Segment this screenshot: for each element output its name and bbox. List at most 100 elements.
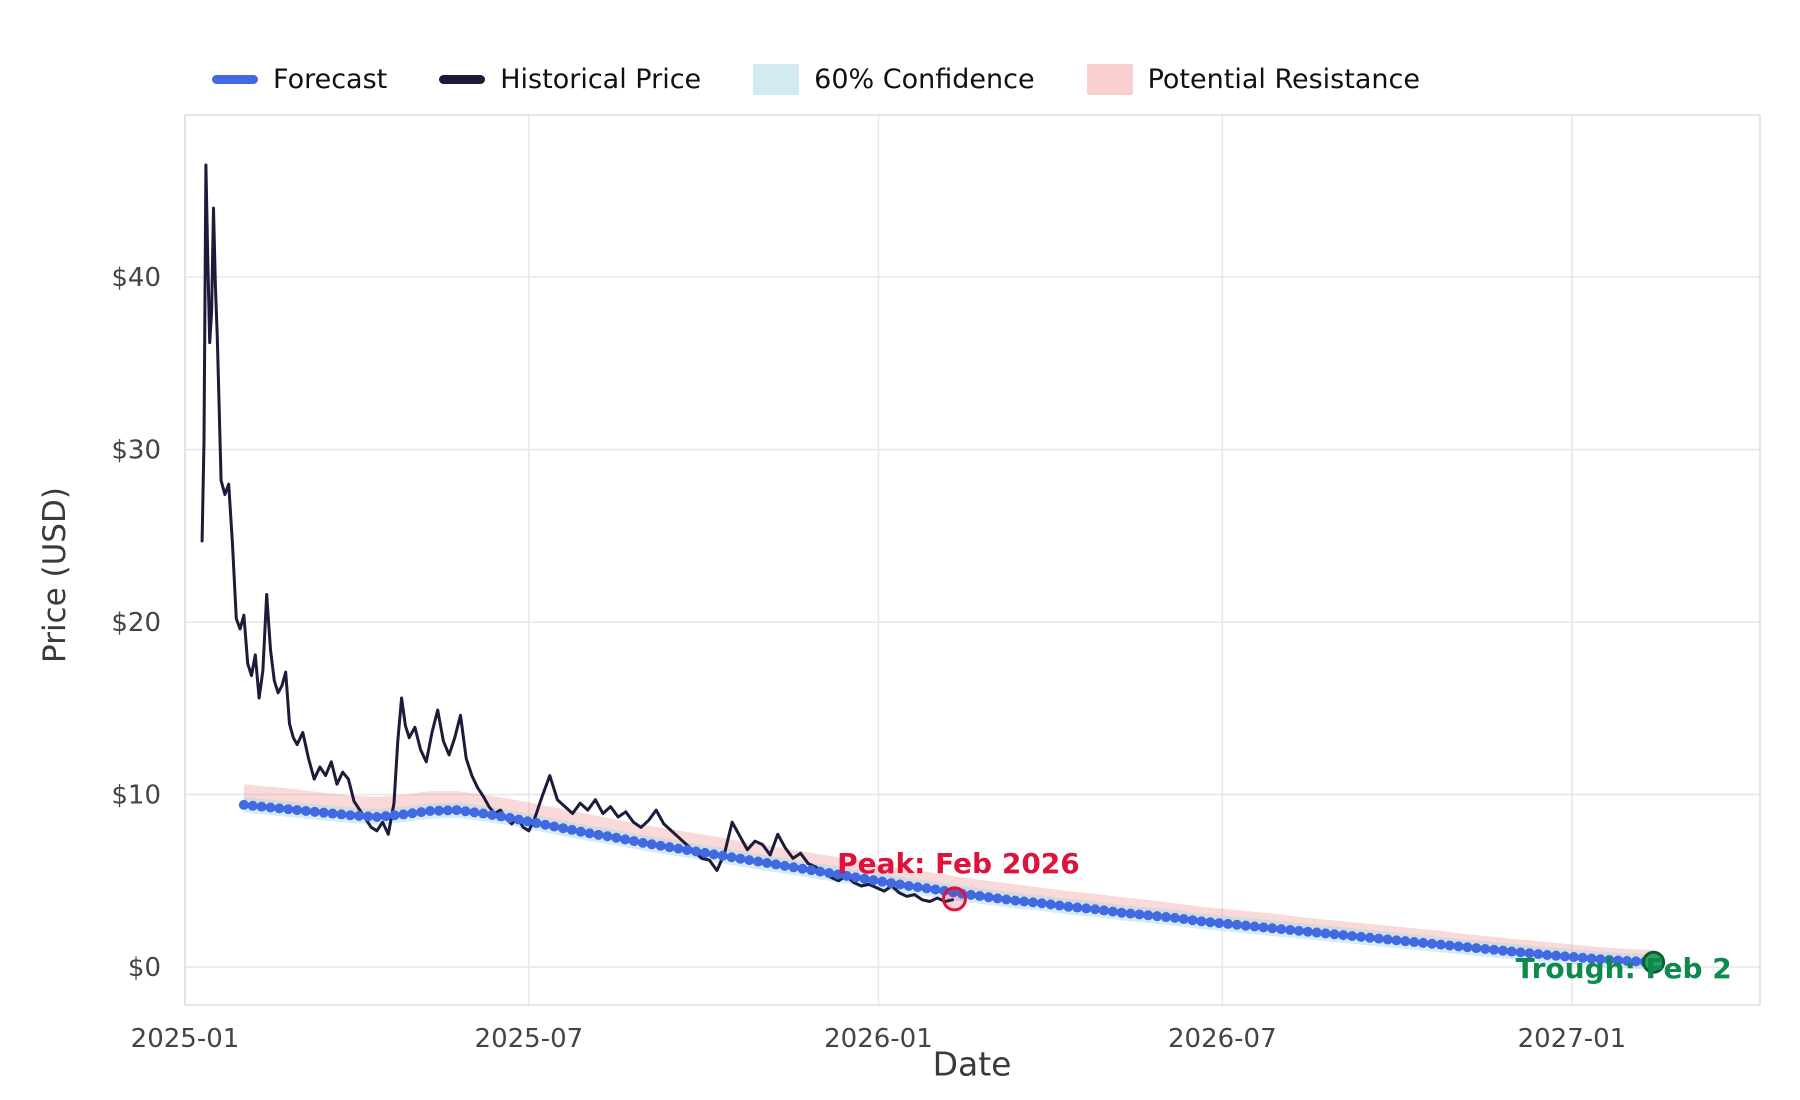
legend-label-confidence: 60% Confidence (814, 64, 1035, 95)
forecast-marker (389, 810, 400, 821)
forecast-marker (549, 821, 560, 832)
forecast-marker (1285, 924, 1296, 935)
forecast-marker (1595, 954, 1606, 965)
forecast-marker (1622, 956, 1633, 967)
forecast-marker (1409, 937, 1420, 948)
forecast-marker (1116, 907, 1127, 918)
forecast-marker (1045, 899, 1056, 910)
forecast-marker (1586, 953, 1597, 964)
x-tick-label: 2026-07 (1168, 1024, 1277, 1054)
y-tick-label: $20 (111, 608, 161, 638)
forecast-marker (274, 803, 285, 814)
forecast-marker (1090, 904, 1101, 915)
forecast-marker (1027, 897, 1038, 908)
annotation-marker-trough-feb-2 (1642, 950, 1666, 974)
x-tick-label: 2025-07 (475, 1024, 584, 1054)
forecast-marker (824, 868, 835, 879)
forecast-marker (788, 862, 799, 873)
forecast-marker (1515, 947, 1526, 958)
forecast-marker (1267, 923, 1278, 934)
x-tick-label: 2025-01 (131, 1024, 240, 1054)
forecast-marker (433, 805, 444, 816)
forecast-marker (398, 809, 409, 820)
forecast-marker (1338, 930, 1349, 941)
forecast-marker (292, 805, 303, 816)
forecast-marker (699, 847, 710, 858)
forecast-marker (806, 865, 817, 876)
forecast-marker (309, 806, 320, 817)
forecast-marker (1373, 933, 1384, 944)
forecast-marker (1160, 912, 1171, 923)
forecast-marker (238, 799, 249, 810)
forecast-marker (1196, 916, 1207, 927)
forecast-marker (1125, 908, 1136, 919)
legend-item-resistance: Potential Resistance (1086, 64, 1420, 95)
forecast-marker (425, 805, 436, 816)
forecast-marker (327, 808, 338, 819)
forecast-marker (1524, 948, 1535, 959)
y-tick-label: $0 (128, 953, 161, 983)
forecast-marker (1258, 922, 1269, 933)
forecast-marker (1533, 949, 1544, 960)
forecast-marker (1231, 919, 1242, 930)
forecast-marker (620, 834, 631, 845)
forecast-marker (1320, 928, 1331, 939)
forecast-marker (584, 828, 595, 839)
forecast-marker (1178, 914, 1189, 925)
forecast-marker (939, 885, 950, 896)
forecast-marker (965, 889, 976, 900)
forecast-marker (1054, 900, 1065, 911)
forecast-marker (992, 893, 1003, 904)
legend-label-resistance: Potential Resistance (1147, 64, 1420, 95)
legend-label-historical-price: Historical Price (500, 64, 702, 95)
plot-frame (184, 114, 1761, 1006)
forecast-marker (265, 802, 276, 813)
forecast-marker (575, 826, 586, 837)
forecast-marker (1036, 898, 1047, 909)
forecast-marker (363, 811, 374, 822)
forecast-marker (1134, 909, 1145, 920)
forecast-marker (611, 832, 622, 843)
forecast-marker (761, 857, 772, 868)
forecast-marker (691, 846, 702, 857)
chart-legend: Forecast Historical Price 60% Confidence… (212, 64, 1420, 95)
forecast-marker (1559, 951, 1570, 962)
forecast-marker (602, 831, 613, 842)
forecast-marker (717, 850, 728, 861)
forecast-marker (1329, 929, 1340, 940)
forecast-marker (1010, 895, 1021, 906)
forecast-marker (469, 807, 480, 818)
x-tick-label: 2027-01 (1518, 1024, 1627, 1054)
forecast-marker (912, 882, 923, 893)
forecast-marker (1364, 932, 1375, 943)
forecast-marker (478, 808, 489, 819)
forecast-marker (1107, 906, 1118, 917)
forecast-marker (983, 892, 994, 903)
forecast-marker (1604, 954, 1615, 965)
forecast-marker (283, 804, 294, 815)
historical-price-line (200, 163, 955, 904)
forecast-marker (637, 837, 648, 848)
forecast-marker (345, 810, 356, 821)
forecast-marker (1081, 903, 1092, 914)
forecast-marker (1497, 945, 1508, 956)
forecast-marker (451, 805, 462, 816)
forecast-marker (753, 856, 764, 867)
annotation-text-peak-feb-2026: Peak: Feb 2026 (837, 847, 1080, 880)
forecast-marker (531, 818, 542, 829)
historical-line-swatch (439, 75, 486, 84)
forecast-marker (371, 811, 382, 822)
forecast-marker (1063, 901, 1074, 912)
forecast-marker (744, 855, 755, 866)
forecast-marker (903, 880, 914, 891)
x-axis-title: Date (932, 1044, 1012, 1084)
forecast-marker (1276, 924, 1287, 935)
forecast-marker (779, 860, 790, 871)
forecast-marker (1347, 931, 1358, 942)
forecast-marker (1506, 946, 1517, 957)
legend-item-forecast: Forecast (212, 64, 387, 95)
forecast-marker (832, 869, 843, 880)
forecast-marker (646, 839, 657, 850)
